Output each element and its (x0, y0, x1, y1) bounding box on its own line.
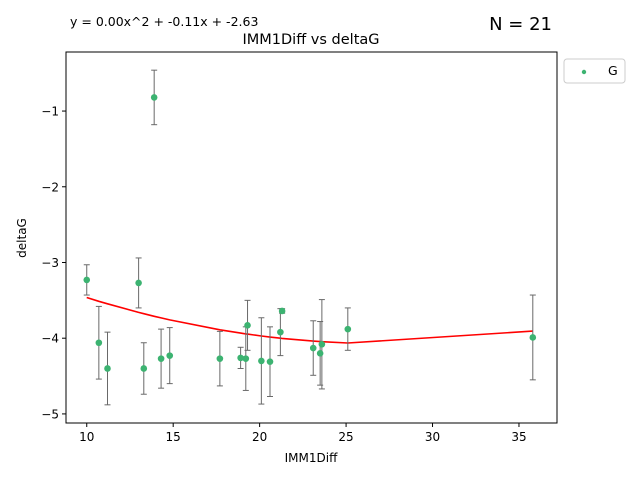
y-tick-label: −5 (41, 407, 59, 421)
data-point (150, 94, 158, 101)
fit-equation: y = 0.00x^2 + -0.11x + -2.63 (70, 14, 258, 29)
data-point (237, 354, 244, 362)
data-point (166, 352, 174, 359)
fit-line (86, 296, 533, 344)
y-tick-label: −4 (41, 332, 59, 346)
data-point (244, 322, 251, 329)
plot-frame (65, 51, 558, 424)
x-tick-label: 25 (338, 430, 353, 444)
legend-marker (581, 69, 587, 75)
data-point (83, 276, 91, 284)
data-point (529, 334, 537, 341)
data-point (135, 279, 142, 287)
data-point (242, 355, 250, 362)
data-point (278, 307, 286, 315)
x-tick-label: 15 (166, 430, 181, 444)
y-tick-label: −3 (41, 256, 59, 270)
legend-box (563, 58, 626, 84)
y-axis-label: deltaG (15, 218, 29, 258)
data-point (266, 358, 274, 365)
data-point (318, 340, 326, 348)
legend-label: G (608, 63, 618, 78)
x-tick-label: 10 (79, 430, 94, 444)
data-point (316, 350, 324, 357)
y-axis-ticks: −5 −4 −3 −2 −1 (41, 105, 66, 421)
legend: G (563, 58, 626, 84)
data-point (309, 344, 317, 352)
x-axis-label: IMM1Diff (285, 451, 338, 465)
sample-count: N = 21 (489, 14, 552, 35)
x-tick-label: 20 (252, 430, 267, 444)
data-point (140, 365, 148, 372)
data-point (258, 357, 265, 365)
x-tick-label: 30 (425, 430, 440, 444)
y-tick-label: −1 (41, 105, 59, 119)
fit-curve (86, 296, 533, 344)
data-point (216, 355, 224, 362)
data-point (104, 365, 111, 372)
y-tick-label: −2 (41, 180, 59, 194)
data-point (157, 355, 165, 362)
data-point (277, 328, 284, 336)
x-axis-ticks: 10 15 20 25 30 35 (79, 423, 527, 444)
data-point (344, 325, 352, 333)
data-points (83, 94, 537, 372)
error-bars (83, 69, 536, 406)
chart-title: IMM1Diff vs deltaG (242, 32, 379, 48)
x-tick-label: 35 (511, 430, 526, 444)
data-point (95, 339, 103, 347)
